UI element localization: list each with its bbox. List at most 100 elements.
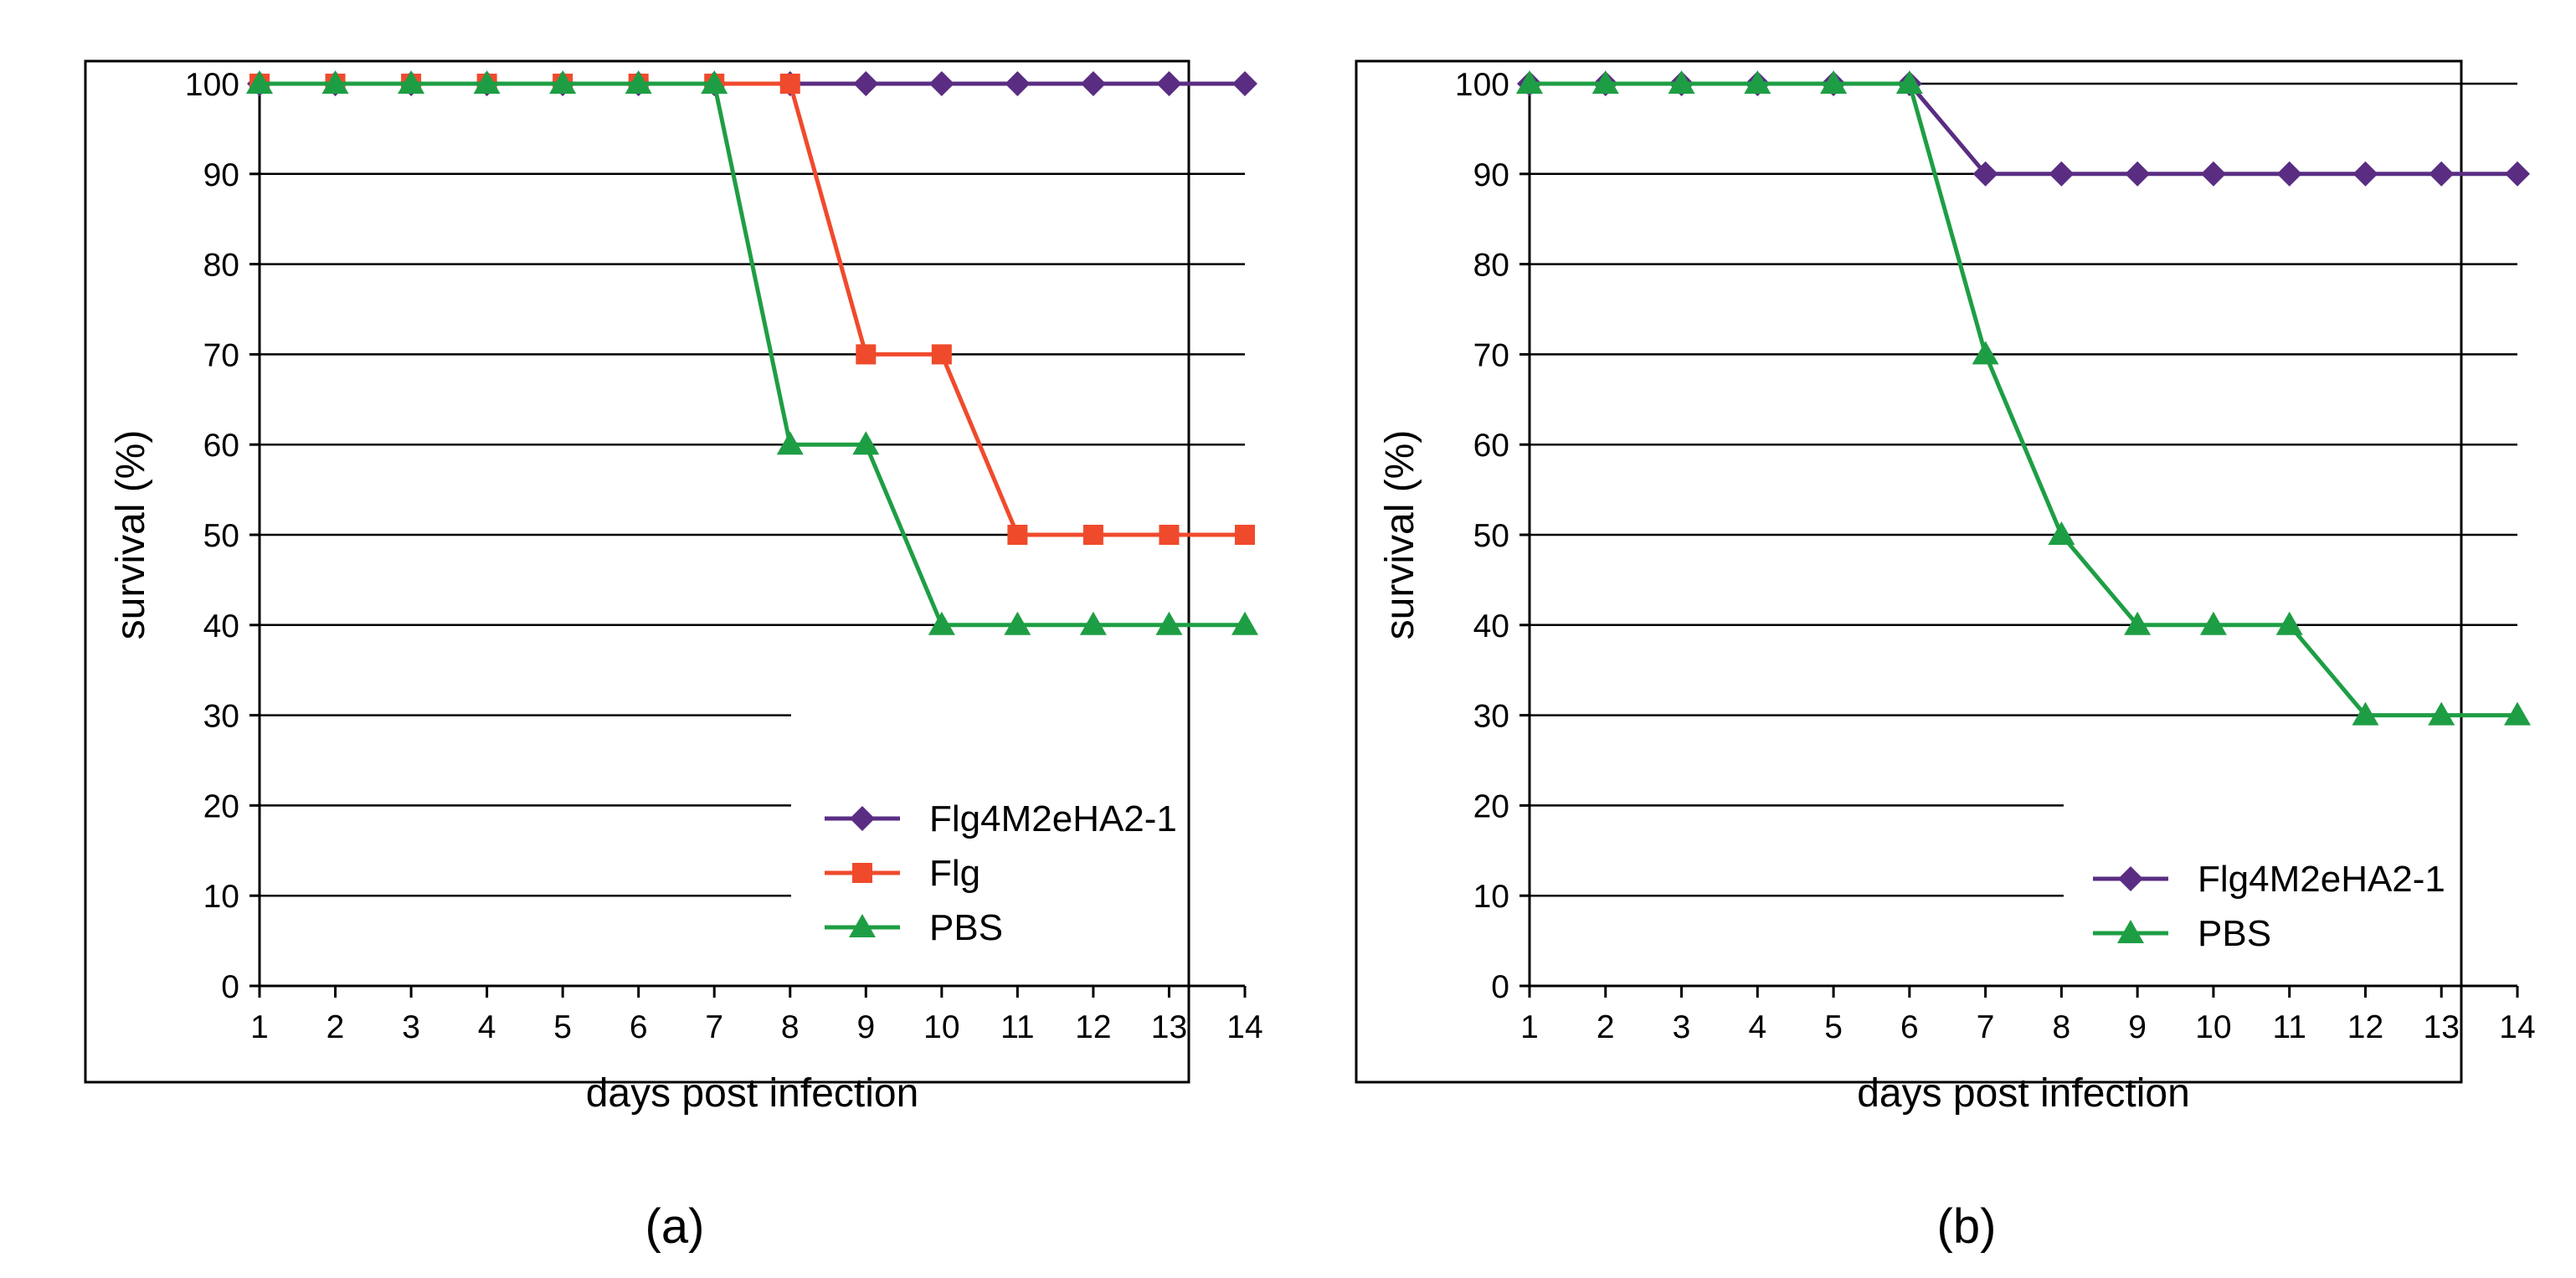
y-tick-label: 100 — [1455, 67, 1509, 103]
data-point-flg4m2eha2-1 — [2352, 161, 2378, 187]
data-point-pbs — [2199, 611, 2227, 635]
data-point-pbs — [1668, 70, 1695, 94]
legend-marker-flg — [852, 863, 872, 883]
data-point-flg — [1235, 525, 1255, 545]
y-tick-label: 90 — [1473, 157, 1509, 193]
data-point-flg4m2eha2-1 — [2276, 161, 2302, 187]
y-tick-label: 80 — [203, 248, 239, 284]
y-tick-label: 0 — [221, 969, 239, 1005]
series-line-flg — [260, 81, 1245, 537]
x-tick-label: 7 — [705, 1009, 723, 1045]
data-point-pbs — [1820, 70, 1848, 94]
legend-label-flg4m2eha2-1: Flg4M2eHA2-1 — [2198, 859, 2445, 900]
data-point-pbs — [398, 70, 425, 94]
y-tick-label: 70 — [203, 337, 239, 373]
y-tick-label: 30 — [203, 699, 239, 735]
data-point-flg — [856, 344, 877, 365]
data-point-flg4m2eha2-1 — [2049, 161, 2075, 187]
data-point-pbs — [1895, 70, 1923, 94]
data-point-pbs — [1079, 611, 1107, 635]
x-tick-label: 4 — [478, 1009, 496, 1045]
x-tick-label: 14 — [1226, 1009, 1262, 1045]
chart-border — [84, 59, 1190, 1084]
x-tick-label: 1 — [250, 1009, 269, 1045]
x-tick-label: 10 — [2195, 1009, 2231, 1045]
panel-label: (b) — [1937, 1199, 1997, 1254]
data-point-pbs — [2504, 701, 2531, 726]
legend-label-pbs: PBS — [2198, 913, 2271, 954]
data-point-flg4m2eha2-1 — [2200, 161, 2226, 187]
data-point-flg4m2eha2-1 — [853, 71, 879, 96]
data-point-pbs — [2352, 701, 2379, 726]
data-point-flg — [931, 344, 952, 365]
x-tick-label: 9 — [856, 1009, 875, 1045]
series-line-pbs — [1530, 81, 2517, 718]
x-tick-label: 7 — [1977, 1009, 1995, 1045]
x-tick-label: 9 — [2128, 1009, 2147, 1045]
x-tick-label: 11 — [2272, 1009, 2306, 1045]
data-point-flg4m2eha2-1 — [1232, 71, 1257, 96]
data-point-pbs — [549, 70, 577, 94]
data-point-flg — [1082, 525, 1103, 545]
data-point-flg4m2eha2-1 — [1156, 71, 1182, 96]
x-tick-label: 6 — [1900, 1009, 1919, 1045]
x-tick-label: 13 — [1151, 1009, 1187, 1045]
y-axis-title: survival (%) — [1378, 430, 1422, 640]
legend-marker-flg4m2eha2-1 — [2118, 866, 2143, 891]
data-point-pbs — [2048, 521, 2075, 545]
legend-label-flg4m2eha2-1: Flg4M2eHA2-1 — [929, 798, 1177, 839]
legend-label-flg: Flg — [929, 853, 980, 894]
y-tick-label: 20 — [203, 788, 239, 824]
data-point-flg4m2eha2-1 — [1080, 71, 1106, 96]
data-point-pbs — [1004, 611, 1031, 635]
x-axis-title: days post infection — [586, 1071, 919, 1116]
x-tick-label: 13 — [2424, 1009, 2460, 1045]
x-tick-label: 5 — [1824, 1009, 1843, 1045]
x-tick-label: 12 — [2347, 1009, 2383, 1045]
x-tick-label: 5 — [553, 1009, 572, 1045]
data-point-pbs — [1591, 70, 1619, 94]
x-tick-label: 2 — [326, 1009, 345, 1045]
data-point-flg4m2eha2-1 — [1005, 71, 1031, 96]
x-tick-label: 3 — [402, 1009, 420, 1045]
data-point-flg4m2eha2-1 — [2505, 161, 2530, 187]
y-tick-label: 90 — [203, 157, 239, 193]
x-tick-label: 14 — [2499, 1009, 2535, 1045]
x-tick-label: 12 — [1075, 1009, 1111, 1045]
chart-border — [1355, 59, 2463, 1084]
y-tick-label: 10 — [203, 879, 239, 915]
x-axis-title: days post infection — [1857, 1071, 2190, 1116]
panel-label: (a) — [645, 1199, 705, 1254]
y-tick-label: 40 — [1473, 608, 1509, 644]
legend-marker-pbs — [2117, 920, 2144, 943]
x-tick-label: 8 — [781, 1009, 800, 1045]
x-tick-label: 10 — [923, 1009, 959, 1045]
y-tick-label: 100 — [185, 67, 239, 103]
data-point-pbs — [928, 611, 955, 635]
data-point-flg4m2eha2-1 — [928, 71, 954, 96]
legend-marker-pbs — [849, 914, 876, 937]
data-point-pbs — [1744, 70, 1771, 94]
data-point-pbs — [852, 431, 880, 455]
x-tick-label: 6 — [630, 1009, 648, 1045]
data-point-pbs — [1972, 341, 1999, 365]
y-tick-label: 0 — [1491, 969, 1509, 1005]
data-point-pbs — [1231, 611, 1258, 635]
data-point-flg4m2eha2-1 — [2429, 161, 2455, 187]
x-tick-label: 8 — [2053, 1009, 2071, 1045]
data-point-pbs — [2428, 701, 2455, 726]
data-point-pbs — [776, 431, 804, 455]
data-point-pbs — [246, 70, 273, 94]
data-point-flg — [1007, 525, 1028, 545]
legend-marker-flg4m2eha2-1 — [850, 806, 875, 831]
y-tick-label: 50 — [203, 518, 239, 554]
y-tick-label: 10 — [1473, 879, 1509, 915]
legend-label-pbs: PBS — [929, 907, 1003, 948]
data-point-pbs — [321, 70, 349, 94]
data-point-pbs — [2275, 611, 2303, 635]
x-tick-label: 1 — [1520, 1009, 1539, 1045]
y-tick-label: 50 — [1473, 518, 1509, 554]
